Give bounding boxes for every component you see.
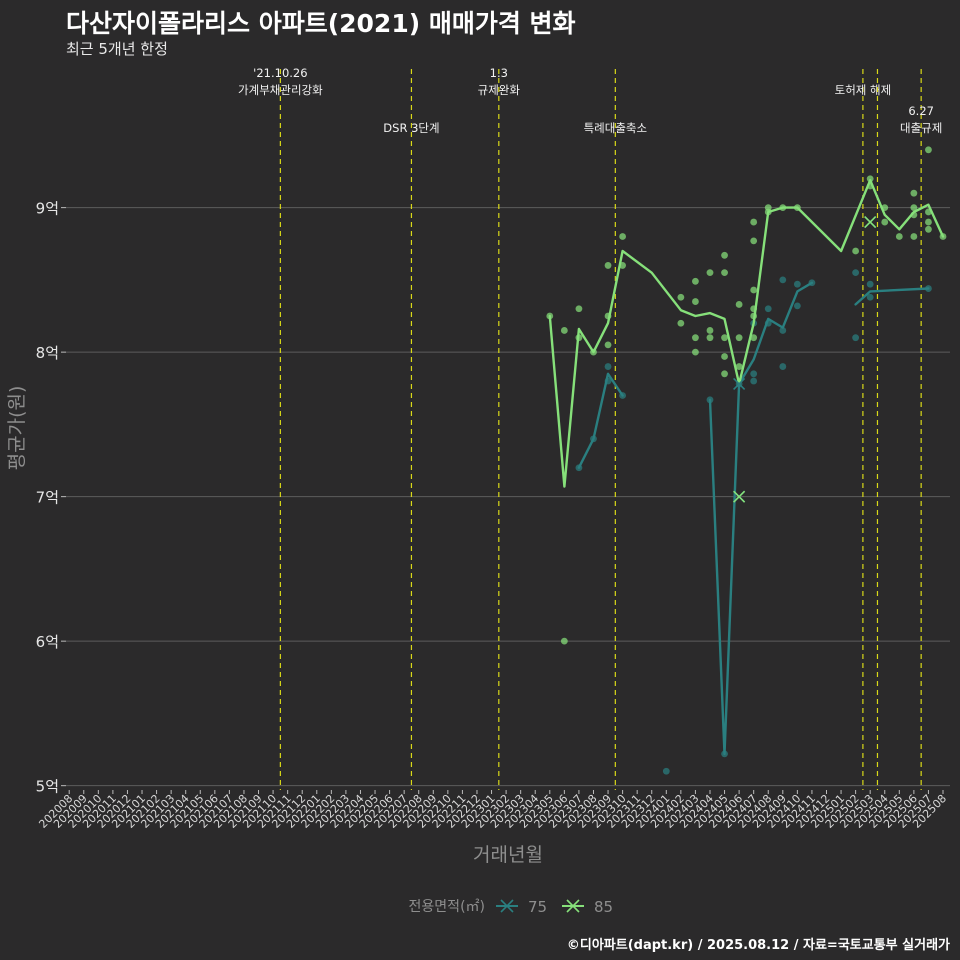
marker-75 <box>733 377 746 390</box>
point-75 <box>779 327 787 334</box>
point-75 <box>852 334 860 342</box>
point-85 <box>692 348 699 356</box>
point-85 <box>619 233 627 240</box>
point-85 <box>604 341 612 349</box>
legend: 전용면적(㎡) 75 85 <box>409 898 614 916</box>
x-axis-title: 거래년월 <box>473 844 543 866</box>
point-75 <box>866 293 874 301</box>
y-axis-title: 평균가(원) <box>6 386 28 471</box>
point-75 <box>779 276 787 284</box>
point-85 <box>735 363 743 370</box>
event-label: 특례대출축소 <box>584 121 647 135</box>
legend-label-75: 75 <box>528 898 547 916</box>
point-85 <box>735 301 743 308</box>
point-75 <box>750 370 758 378</box>
point-85 <box>910 204 918 212</box>
point-85 <box>750 334 758 342</box>
point-75 <box>793 280 801 288</box>
points-layer <box>546 146 947 775</box>
series-line-75 <box>577 281 930 756</box>
point-75 <box>793 302 801 310</box>
axis-layer: 5억6억7억8억9억202008202009202010202011202012… <box>6 200 949 866</box>
point-85 <box>750 237 758 245</box>
y-tick-label: 5억 <box>36 778 59 796</box>
point-85 <box>881 218 889 226</box>
point-85 <box>677 293 685 301</box>
y-tick-label: 9억 <box>36 200 59 218</box>
point-85 <box>706 327 714 334</box>
marker-85 <box>864 216 877 229</box>
legend-label-85: 85 <box>594 898 613 916</box>
point-85 <box>721 353 728 360</box>
y-tick-label: 6억 <box>36 633 59 651</box>
event-label: '21.10.26 <box>253 66 307 80</box>
point-85 <box>692 298 699 305</box>
source-caption: ©디아파트(dapt.kr) / 2025.08.12 / 자료=국토교통부 실… <box>566 938 950 953</box>
point-85 <box>560 327 568 334</box>
point-75 <box>779 363 787 370</box>
y-tick-label: 7억 <box>36 489 59 507</box>
point-85 <box>750 218 758 226</box>
point-85 <box>706 334 714 342</box>
point-85 <box>721 251 728 259</box>
event-label: DSR 3단계 <box>383 121 439 135</box>
point-85 <box>706 269 714 277</box>
point-85 <box>852 247 860 255</box>
point-75 <box>866 280 874 288</box>
point-85 <box>925 146 932 154</box>
point-85 <box>677 319 685 327</box>
point-75 <box>604 363 612 370</box>
series-line-85 <box>548 179 945 488</box>
point-85 <box>866 175 874 183</box>
y-tick-label: 8억 <box>36 344 59 362</box>
event-label: 1.3 <box>490 66 508 80</box>
point-85 <box>560 637 568 645</box>
point-85 <box>692 277 699 285</box>
point-85 <box>925 218 932 226</box>
point-85 <box>721 334 728 342</box>
chart-subtitle: 최근 5개년 한정 <box>66 40 168 58</box>
point-75 <box>852 269 860 277</box>
legend-title: 전용면적(㎡) <box>409 899 485 915</box>
point-85 <box>575 305 583 313</box>
point-85 <box>895 233 903 240</box>
event-label: 가계부채관리강화 <box>238 83 323 97</box>
point-85 <box>925 225 932 233</box>
grid-layer <box>66 207 950 787</box>
point-85 <box>604 262 612 269</box>
point-85 <box>692 334 699 342</box>
event-label: 대출규제 <box>900 121 942 135</box>
point-85 <box>750 286 758 294</box>
point-85 <box>735 334 743 342</box>
event-label: 규제완화 <box>478 83 521 97</box>
markers-layer <box>733 216 877 503</box>
marker-85 <box>733 490 746 503</box>
point-75 <box>662 767 670 775</box>
point-75 <box>750 377 758 385</box>
event-label: 6.27 <box>908 104 934 118</box>
chart-title: 다산자이폴라리스 아파트(2021) 매매가격 변화 <box>66 9 576 38</box>
legend-marker-85 <box>566 899 580 913</box>
point-85 <box>910 189 918 197</box>
point-75 <box>764 305 772 313</box>
point-85 <box>721 370 728 378</box>
point-85 <box>721 269 728 277</box>
point-85 <box>910 233 918 240</box>
legend-marker-75 <box>500 899 514 913</box>
event-label: 토허제 해제 <box>835 83 892 97</box>
